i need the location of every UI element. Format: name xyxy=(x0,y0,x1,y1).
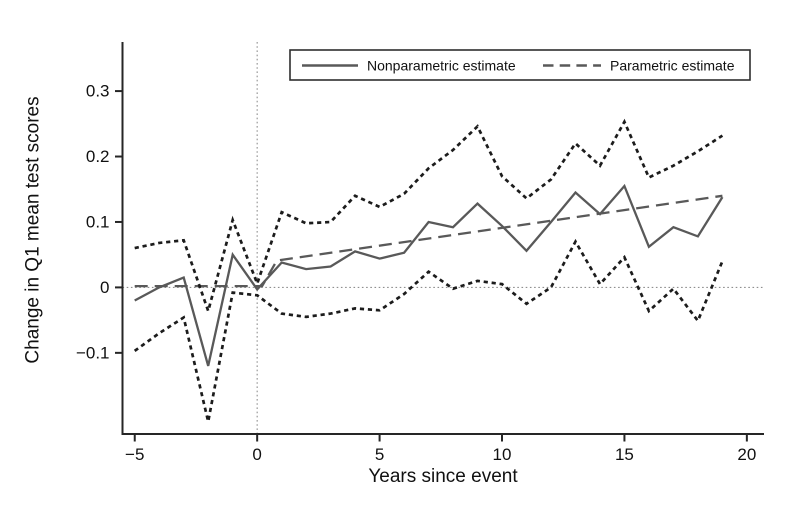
ci-upper-line xyxy=(134,118,724,316)
x-tick-label: 5 xyxy=(375,445,384,464)
reference-lines xyxy=(122,42,764,434)
y-axis-title: Change in Q1 mean test scores xyxy=(23,96,44,363)
ci-lower-line xyxy=(133,238,724,422)
y-tick-label: −0.1 xyxy=(76,343,110,362)
legend-box xyxy=(289,49,751,81)
x-tick-label: 0 xyxy=(252,445,261,464)
legend-parametric-label: Parametric estimate xyxy=(610,58,735,74)
y-tick-label: 0.2 xyxy=(86,147,110,166)
legend: Nonparametric estimate Parametric estima… xyxy=(289,49,751,81)
y-tick-label: 0.1 xyxy=(86,212,110,231)
x-tick-label: 20 xyxy=(737,445,756,464)
axes: 0.3 0.2 0.1 0 −0.1 −5 0 5 10 15 20 xyxy=(76,42,764,464)
x-tick-label: −5 xyxy=(125,445,144,464)
series-lines xyxy=(133,118,724,422)
x-tick-label: 10 xyxy=(493,445,512,464)
axis-lines xyxy=(121,42,764,435)
legend-nonparametric-label: Nonparametric estimate xyxy=(367,58,516,74)
nonparametric-line xyxy=(134,183,724,367)
x-axis-title: Years since event xyxy=(368,466,518,487)
y-tick-label: 0 xyxy=(100,278,109,297)
x-tick-label: 15 xyxy=(615,445,634,464)
y-tick-label: 0.3 xyxy=(86,82,110,101)
